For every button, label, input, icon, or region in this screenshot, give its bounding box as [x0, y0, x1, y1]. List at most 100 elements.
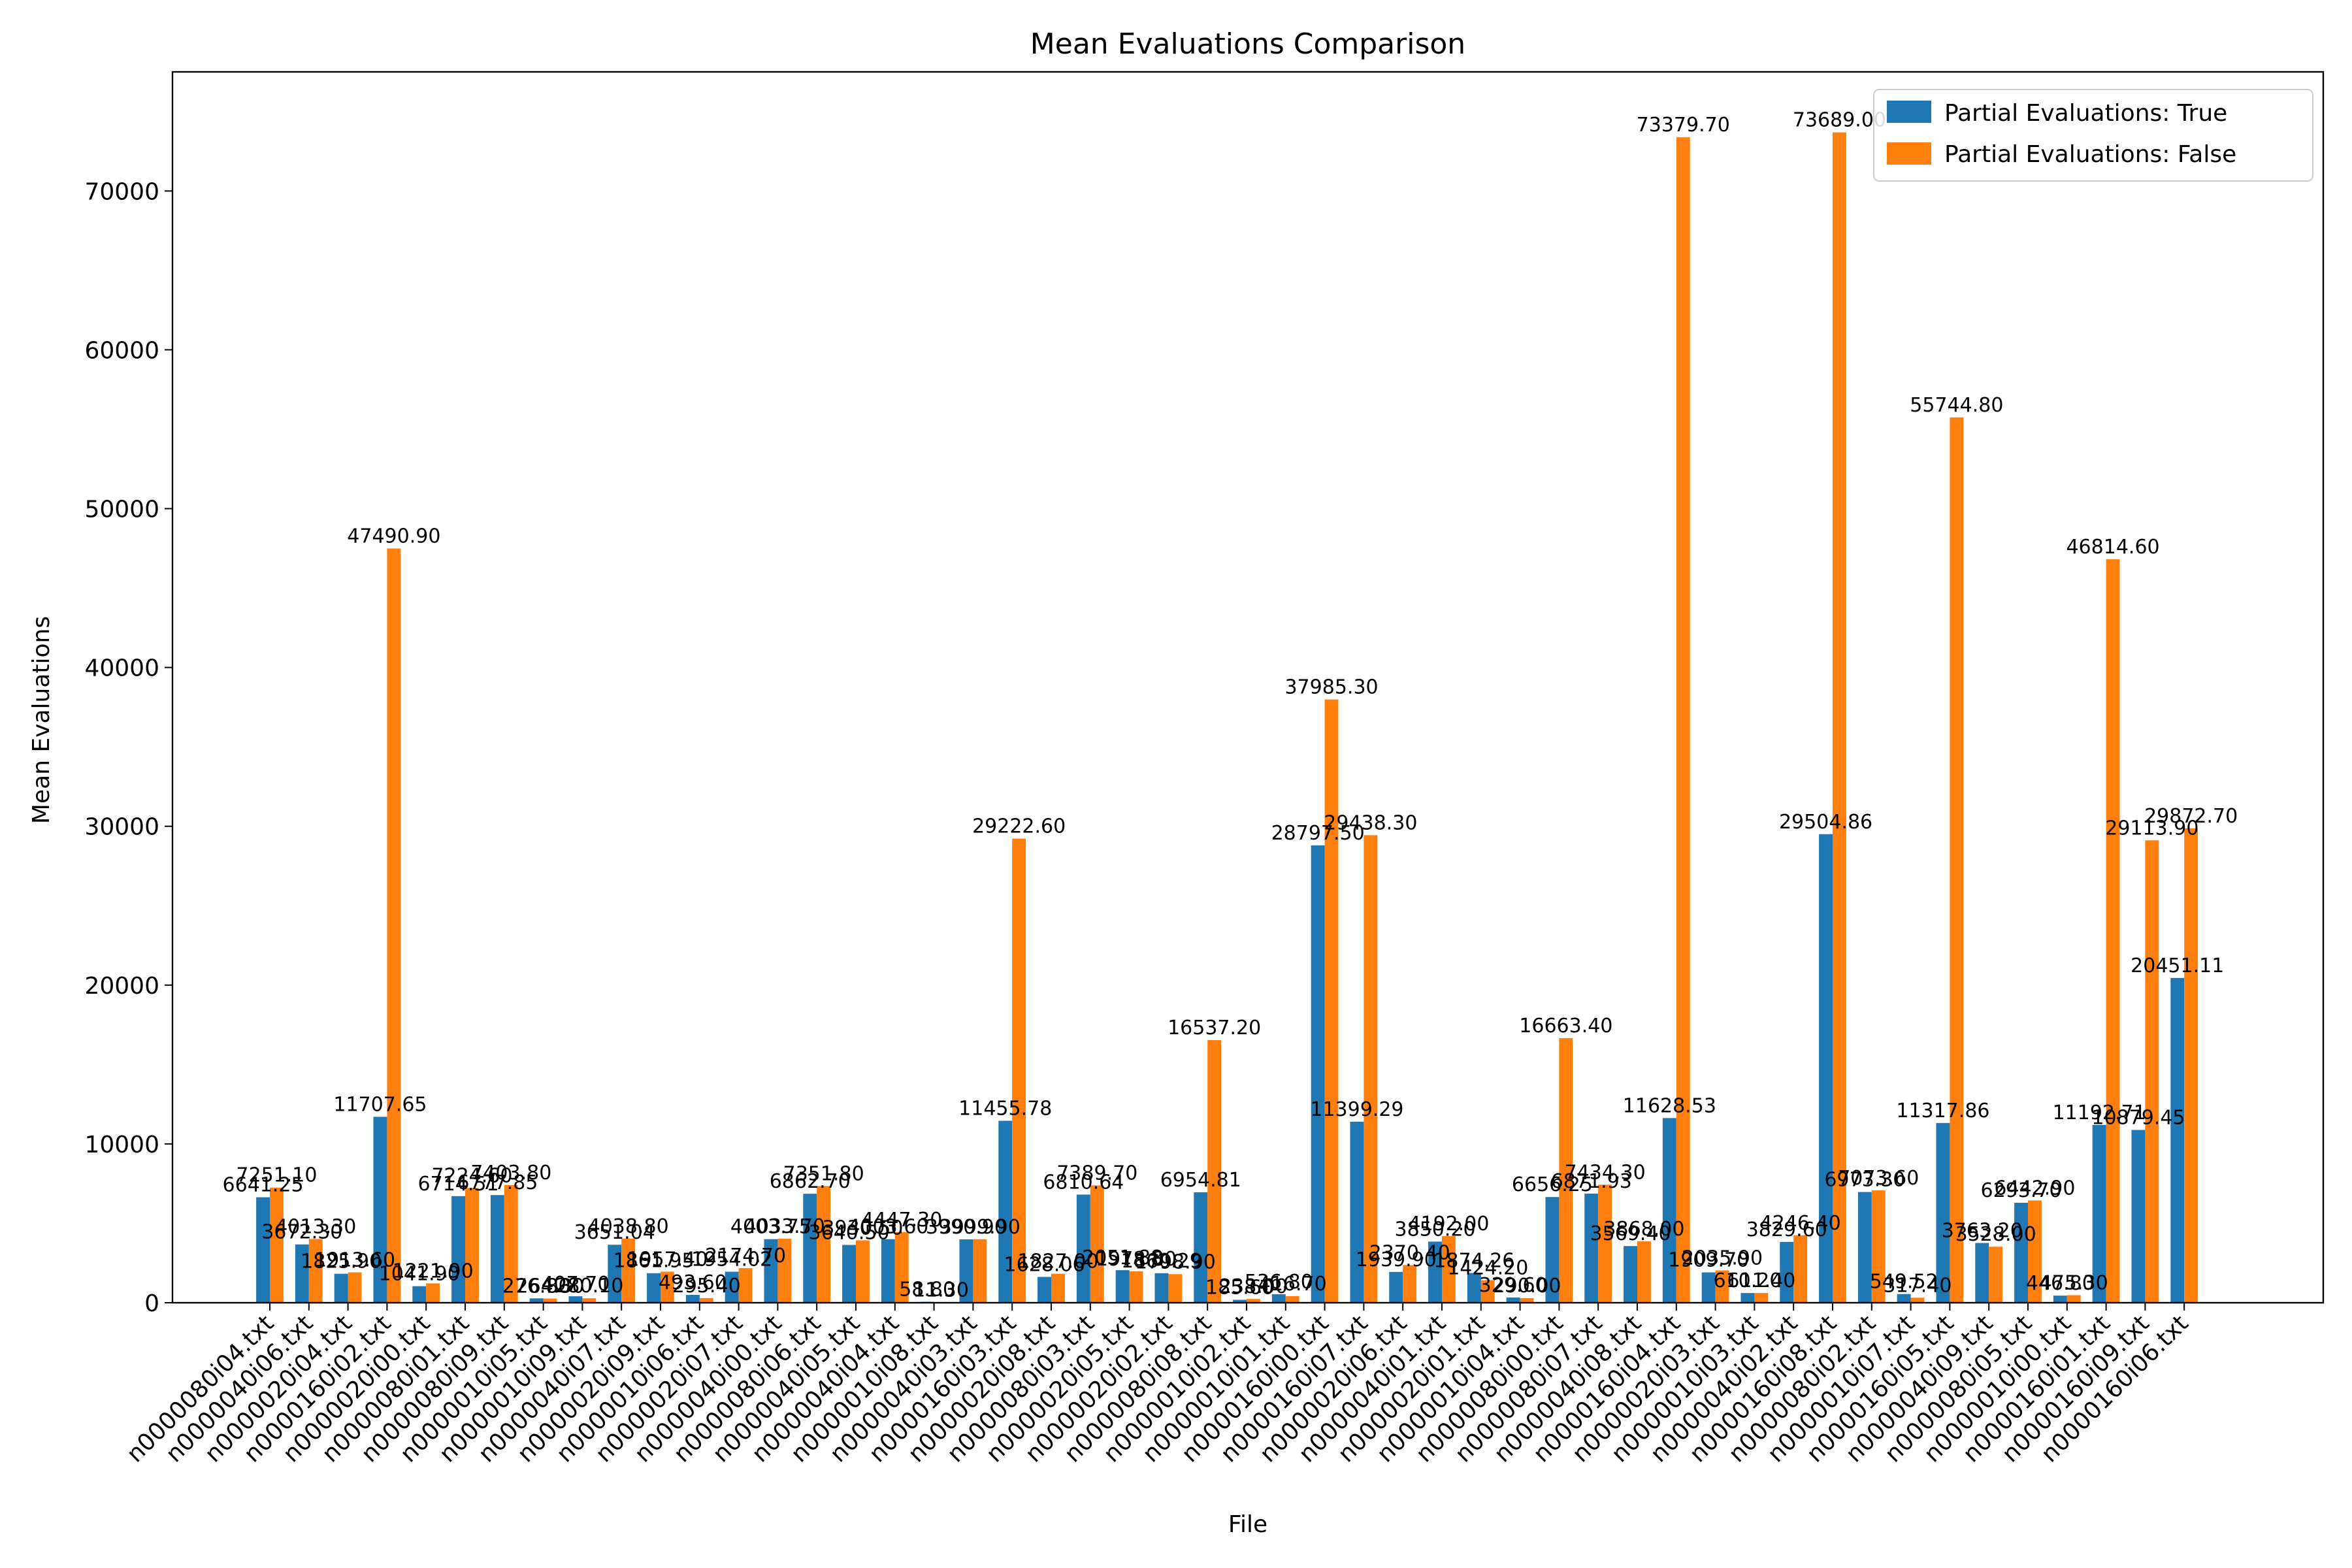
bar-false-45 — [2028, 1200, 2042, 1303]
y-axis-label: Mean Evaluations — [28, 616, 55, 824]
bar-labels-layer: 6641.25 3672.30 1825.90 11707.65 1041.90 6714… — [223, 109, 2238, 1302]
bar-value-label: 238.00 — [1219, 1275, 1288, 1298]
y-tick-label: 60000 — [84, 337, 159, 364]
bar-true-33 — [1545, 1197, 1560, 1303]
bar-false-39 — [1793, 1235, 1808, 1303]
bar-value-label: 1957.40 — [627, 1248, 708, 1271]
bar-value-label: 1424.20 — [1447, 1256, 1528, 1279]
y-tick-label: 10000 — [84, 1132, 159, 1158]
bar-value-label: 29438.30 — [1324, 811, 1417, 834]
bar-value-label: 2035.90 — [1682, 1247, 1763, 1270]
bar-false-16 — [894, 1232, 909, 1303]
bar-false-9 — [621, 1238, 636, 1303]
bar-false-31 — [1480, 1280, 1495, 1303]
bar-true-48 — [2131, 1130, 2146, 1303]
bar-true-18 — [959, 1239, 973, 1303]
bar-false-23 — [1168, 1274, 1183, 1303]
bar-value-label: 7389.70 — [1056, 1162, 1137, 1184]
bar-true-11 — [685, 1295, 700, 1303]
bar-false-27 — [1324, 699, 1339, 1303]
bar-true-0 — [256, 1197, 270, 1303]
bar-true-38 — [1740, 1293, 1755, 1303]
bar-true-1 — [295, 1244, 309, 1303]
bar-value-label: 29222.60 — [972, 815, 1066, 838]
bar-false-10 — [661, 1271, 674, 1303]
bar-value-label: 3651.04 — [574, 1221, 655, 1244]
bar-false-1 — [308, 1239, 323, 1303]
y-tick-label: 70000 — [84, 178, 159, 205]
bar-value-label: 73379.70 — [1637, 114, 1730, 137]
bar-value-label: 4192.00 — [1408, 1213, 1489, 1235]
chart-title: Mean Evaluations Comparison — [1030, 27, 1465, 61]
bar-value-label: 1628.06 — [1004, 1253, 1085, 1276]
bar-value-label: 11192.71 — [2053, 1102, 2146, 1124]
bar-true-49 — [2170, 977, 2185, 1303]
bar-value-label: 475.30 — [2040, 1271, 2108, 1294]
bar-value-label: 295.40 — [672, 1275, 741, 1298]
bar-true-2 — [334, 1273, 348, 1303]
bar-true-25 — [1233, 1299, 1247, 1303]
bar-false-14 — [817, 1186, 831, 1303]
bar-value-label: 47490.90 — [347, 525, 440, 548]
bar-true-26 — [1271, 1294, 1286, 1303]
bar-false-15 — [856, 1240, 870, 1303]
bar-value-label: 3569.40 — [1590, 1222, 1671, 1245]
plot-frame — [171, 71, 2325, 1304]
bar-value-label: 4447.30 — [861, 1209, 942, 1232]
bar-value-label: 16537.20 — [1168, 1017, 1261, 1039]
bar-true-22 — [1115, 1270, 1130, 1303]
bar-true-30 — [1428, 1241, 1442, 1303]
bar-false-3 — [387, 548, 401, 1303]
bar-value-label: 493.60 — [659, 1271, 727, 1294]
bar-true-34 — [1584, 1193, 1599, 1303]
legend: Partial Evaluations: True Partial Evalua… — [1873, 89, 2313, 182]
bar-value-label: 1978.80 — [1096, 1248, 1177, 1271]
bar-value-label: 611.40 — [1727, 1269, 1795, 1292]
bar-true-42 — [1897, 1294, 1911, 1303]
bar-value-label: 7434.30 — [1565, 1161, 1646, 1184]
bar-value-label: 55744.80 — [1910, 394, 2003, 417]
bar-value-label: 10879.45 — [2091, 1107, 2185, 1130]
bar-true-8 — [568, 1296, 583, 1303]
bar-true-28 — [1350, 1121, 1364, 1303]
bar-false-7 — [543, 1298, 557, 1303]
bar-false-21 — [1090, 1185, 1104, 1303]
bar-false-8 — [582, 1298, 596, 1303]
bar-true-7 — [529, 1298, 544, 1303]
bar-value-label: 7073.60 — [1838, 1167, 1919, 1190]
y-tick-label: 40000 — [84, 655, 159, 682]
bar-false-22 — [1129, 1271, 1143, 1303]
bar-true-13 — [764, 1239, 778, 1303]
y-tick-label: 0 — [144, 1290, 159, 1317]
bar-false-28 — [1364, 835, 1378, 1303]
bar-false-36 — [1676, 137, 1690, 1303]
bar-value-label: 4013.30 — [275, 1215, 356, 1238]
bar-value-label: 3763.20 — [1942, 1220, 2023, 1243]
bar-false-46 — [2066, 1295, 2081, 1303]
bar-value-label: 280.10 — [555, 1275, 623, 1298]
bar-value-label: 276.80 — [502, 1275, 571, 1298]
bar-true-39 — [1780, 1241, 1794, 1303]
bar-value-label: 6810.64 — [1043, 1171, 1124, 1194]
bar-false-13 — [777, 1238, 792, 1303]
bar-false-41 — [1871, 1190, 1886, 1303]
bar-value-label: 7251.10 — [236, 1164, 317, 1187]
bar-false-32 — [1520, 1298, 1534, 1303]
bar-true-9 — [608, 1245, 622, 1303]
bar-value-label: 4003.60 — [847, 1216, 928, 1239]
bar-false-4 — [426, 1283, 440, 1303]
legend-swatch-true — [1887, 101, 1931, 123]
bar-value-label: 1825.90 — [301, 1250, 382, 1273]
x-axis: n0000080i04.txtn0000040i06.txtn0000020i0… — [122, 1303, 2194, 1467]
bar-false-11 — [699, 1298, 713, 1303]
bar-true-35 — [1624, 1246, 1637, 1303]
bar-true-20 — [1037, 1277, 1051, 1303]
bar-false-38 — [1754, 1293, 1769, 1303]
bar-value-label: 29872.70 — [2144, 805, 2238, 828]
bar-value-label: 11399.29 — [1310, 1098, 1403, 1121]
bar-value-label: 6954.81 — [1160, 1169, 1241, 1192]
bar-value-label: 3829.60 — [1746, 1218, 1827, 1241]
bar-true-29 — [1389, 1271, 1403, 1303]
bar-value-label: 28797.50 — [1271, 822, 1365, 845]
legend-box — [1873, 89, 2313, 182]
